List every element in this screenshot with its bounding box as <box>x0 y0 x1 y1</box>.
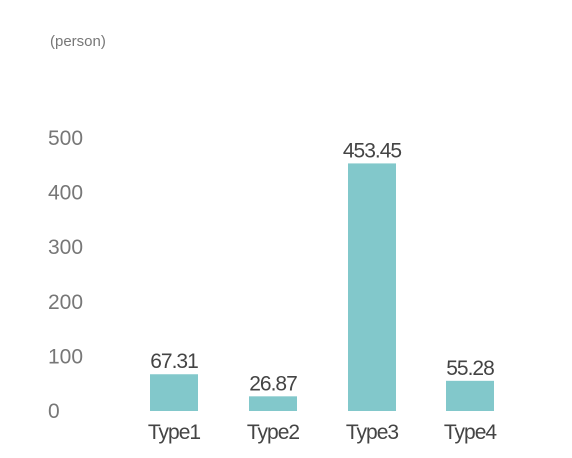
y-tick-label: 200 <box>48 291 83 314</box>
data-label: 453.45 <box>343 139 402 162</box>
x-tick-label: Type1 <box>148 421 201 444</box>
bars <box>150 163 494 411</box>
x-tick-label: Type3 <box>346 421 399 444</box>
bar-type3 <box>348 163 396 411</box>
x-tick-label: Type2 <box>247 421 300 444</box>
data-labels: 67.31 26.87 453.45 55.28 <box>150 139 495 395</box>
y-tick-label: 0 <box>48 400 60 423</box>
y-tick-label: 500 <box>48 127 83 150</box>
bar-type1 <box>150 374 198 411</box>
data-label: 26.87 <box>249 372 297 395</box>
bar-type4 <box>446 380 494 411</box>
data-label: 55.28 <box>446 357 494 380</box>
bar-type2 <box>249 396 297 411</box>
y-tick-label: 400 <box>48 182 83 205</box>
data-label: 67.31 <box>150 350 198 373</box>
y-tick-label: 300 <box>48 236 83 259</box>
y-tick-label: 100 <box>48 345 83 368</box>
x-axis: Type1 Type2 Type3 Type4 <box>148 421 499 444</box>
y-unit-label: (person) <box>50 33 106 50</box>
y-axis: 0 100 200 300 400 500 <box>48 127 83 423</box>
x-tick-label: Type4 <box>444 421 498 444</box>
